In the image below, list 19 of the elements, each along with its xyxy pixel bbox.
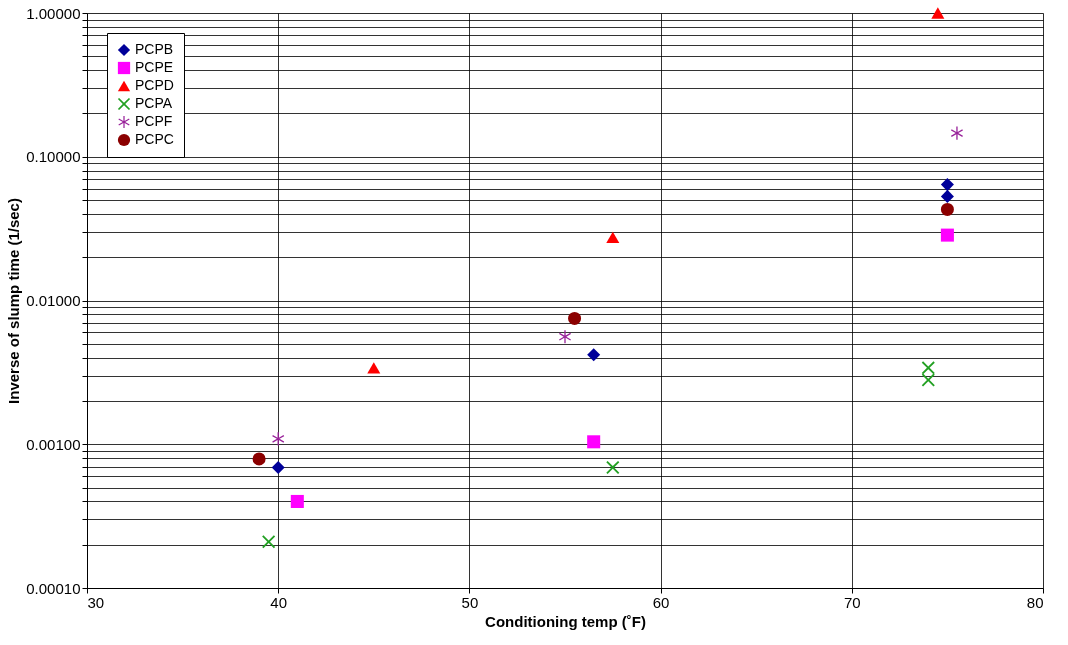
legend-label: PCPF <box>135 113 173 129</box>
legend-label: PCPD <box>135 77 174 93</box>
x-tick-label: 60 <box>652 593 670 611</box>
y-tick-label: 1.00000 <box>26 4 81 22</box>
x-tick-label: 50 <box>461 593 479 611</box>
y-axis-title: Inverse of slump time (1/sec) <box>5 198 23 404</box>
y-tick-label: 0.00100 <box>26 435 81 453</box>
y-tick-label: 0.10000 <box>26 148 81 166</box>
x-axis-title: Conditioning temp (˚F) <box>485 612 646 630</box>
x-tick-label: 80 <box>1026 593 1044 611</box>
x-tick-label: 30 <box>87 593 105 611</box>
x-tick-label: 40 <box>270 593 288 611</box>
x-tick-label: 70 <box>843 593 861 611</box>
legend-label: PCPC <box>135 131 174 147</box>
legend-label: PCPE <box>135 59 174 75</box>
y-tick-label: 0.00010 <box>26 579 81 597</box>
legend-label: PCPA <box>135 95 173 111</box>
y-tick-label: 0.01000 <box>26 292 81 309</box>
legend-label: PCPB <box>135 41 174 57</box>
